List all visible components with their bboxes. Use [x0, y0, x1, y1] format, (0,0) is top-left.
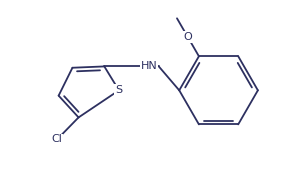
Text: O: O: [183, 32, 192, 42]
Text: S: S: [115, 85, 123, 95]
Text: HN: HN: [141, 61, 157, 71]
Text: Cl: Cl: [52, 134, 63, 145]
